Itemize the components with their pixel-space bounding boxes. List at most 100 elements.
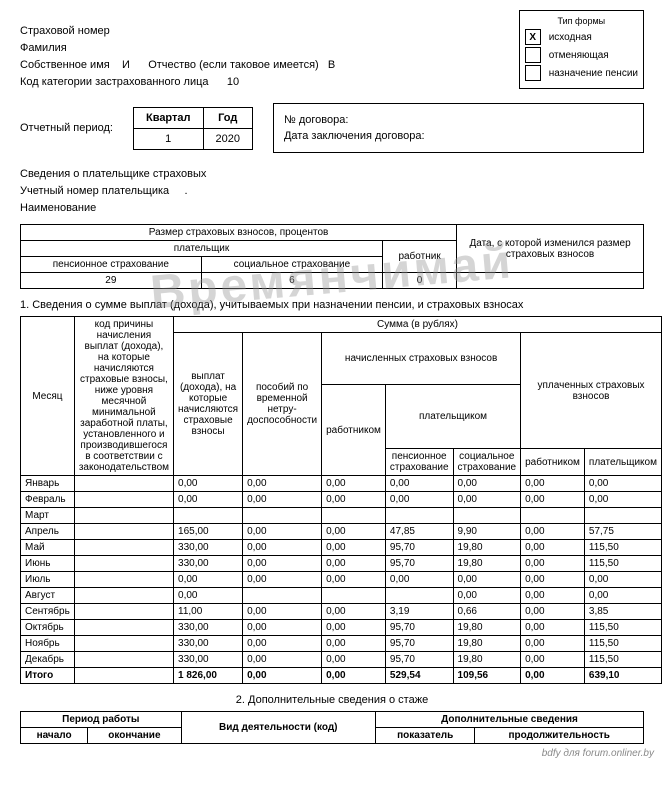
month-cell: Август [21, 588, 75, 604]
value-cell [453, 508, 521, 524]
value-cell: 0,00 [322, 524, 386, 540]
table-row: Февраль0,000,000,000,000,000,000,00 [21, 492, 662, 508]
payments-h: выплат (дохода), на которые начисляются … [174, 333, 243, 476]
value-cell: 19,80 [453, 556, 521, 572]
value-cell: 0,00 [174, 476, 243, 492]
rates-header-2: Дата, с которой изменился размер страхов… [457, 225, 644, 273]
reason-cell [74, 476, 173, 492]
contract-number-label: № договора: [284, 114, 633, 126]
value-cell: 0,00 [243, 476, 322, 492]
own-name-label: Собственное имя [20, 59, 110, 71]
reason-cell [74, 524, 173, 540]
value-cell: 0,00 [521, 668, 585, 684]
value-cell: 0,00 [243, 540, 322, 556]
value-cell: 0,00 [453, 572, 521, 588]
value-cell [385, 588, 453, 604]
value-cell: 0,00 [453, 492, 521, 508]
period-table: КварталГод 12020 [133, 107, 253, 150]
value-cell: 0,00 [584, 476, 661, 492]
value-cell: 330,00 [174, 636, 243, 652]
rates-pension-h: пенсионное страхование [21, 257, 202, 273]
rates-worker-v: 0 [383, 273, 457, 289]
rates-table: Размер страховых взносов, процентов Дата… [20, 224, 644, 289]
payer-info: Сведения о плательщике страховых [20, 168, 644, 180]
month-cell: Март [21, 508, 75, 524]
stage-table: Период работы Вид деятельности (код) Доп… [20, 711, 644, 744]
value-cell: 0,00 [322, 620, 386, 636]
value-cell: 0,00 [322, 476, 386, 492]
value-cell: 0,00 [322, 556, 386, 572]
value-cell: 0,00 [243, 620, 322, 636]
social-h: социальное страхование [453, 449, 521, 476]
month-cell: Ноябрь [21, 636, 75, 652]
rates-payer-h: плательщик [21, 241, 383, 257]
table-row: Август0,000,000,000,00 [21, 588, 662, 604]
value-cell: 0,00 [521, 604, 585, 620]
contract-box: № договора: Дата заключения договора: [273, 103, 644, 153]
contract-date-label: Дата заключения договора: [284, 130, 633, 142]
value-cell: 0,00 [521, 652, 585, 668]
value-cell: 0,00 [453, 476, 521, 492]
value-cell: 0,00 [174, 492, 243, 508]
payer-acc: Учетный номер плательщика . [20, 185, 644, 197]
quarter-header: Квартал [133, 107, 203, 128]
reason-cell [74, 636, 173, 652]
code-value: 10 [227, 76, 239, 88]
reason-cell [74, 492, 173, 508]
value-cell: 115,50 [584, 556, 661, 572]
month-cell: Октябрь [21, 620, 75, 636]
value-cell: 47,85 [385, 524, 453, 540]
value-cell: 115,50 [584, 620, 661, 636]
value-cell: 0,00 [243, 572, 322, 588]
value-cell: 0,00 [322, 572, 386, 588]
checkbox-cancel[interactable] [525, 47, 541, 63]
table-row: Декабрь330,000,000,0095,7019,800,00115,5… [21, 652, 662, 668]
quarter-value: 1 [133, 128, 203, 149]
form-type-box: Тип формы Х исходная отменяющая назначен… [519, 10, 644, 89]
value-cell: 0,00 [584, 572, 661, 588]
value-cell: 0,00 [243, 524, 322, 540]
value-cell [322, 588, 386, 604]
value-cell [584, 508, 661, 524]
value-cell [243, 508, 322, 524]
sum-h: Сумма (в рублях) [174, 317, 662, 333]
value-cell: 0,00 [521, 636, 585, 652]
table-row: Ноябрь330,000,000,0095,7019,800,00115,50 [21, 636, 662, 652]
value-cell: 95,70 [385, 556, 453, 572]
value-cell: 109,56 [453, 668, 521, 684]
value-cell: 0,00 [584, 588, 661, 604]
activity-h: Вид деятельности (код) [181, 712, 375, 744]
value-cell: 0,00 [322, 652, 386, 668]
additional-h: Дополнительные сведения [375, 712, 643, 728]
value-cell: 330,00 [174, 556, 243, 572]
value-cell: 19,80 [453, 636, 521, 652]
rates-date-v [457, 273, 644, 289]
month-cell: Итого [21, 668, 75, 684]
indicator-h: показатель [375, 728, 474, 744]
benefits-h: пособий по временной нетру-доспособности [243, 333, 322, 476]
value-cell: 0,00 [521, 476, 585, 492]
value-cell: 330,00 [174, 652, 243, 668]
value-cell [385, 508, 453, 524]
reason-cell [74, 620, 173, 636]
value-cell: 0,00 [385, 492, 453, 508]
value-cell: 0,00 [521, 492, 585, 508]
month-cell: Февраль [21, 492, 75, 508]
value-cell: 529,54 [385, 668, 453, 684]
section1-title: 1. Сведения о сумме выплат (дохода), учи… [20, 299, 644, 311]
value-cell: 0,00 [322, 636, 386, 652]
value-cell: 0,00 [174, 572, 243, 588]
reason-cell [74, 556, 173, 572]
table-row: Март [21, 508, 662, 524]
form-type-option: отменяющая [525, 47, 638, 63]
value-cell: 57,75 [584, 524, 661, 540]
period-work-h: Период работы [21, 712, 182, 728]
value-cell: 0,00 [322, 540, 386, 556]
checkbox-pension[interactable] [525, 65, 541, 81]
value-cell: 0,00 [385, 476, 453, 492]
option-label: отменяющая [549, 50, 609, 61]
checkbox-initial[interactable]: Х [525, 29, 541, 45]
value-cell: 0,00 [584, 492, 661, 508]
value-cell: 19,80 [453, 540, 521, 556]
reason-cell [74, 604, 173, 620]
